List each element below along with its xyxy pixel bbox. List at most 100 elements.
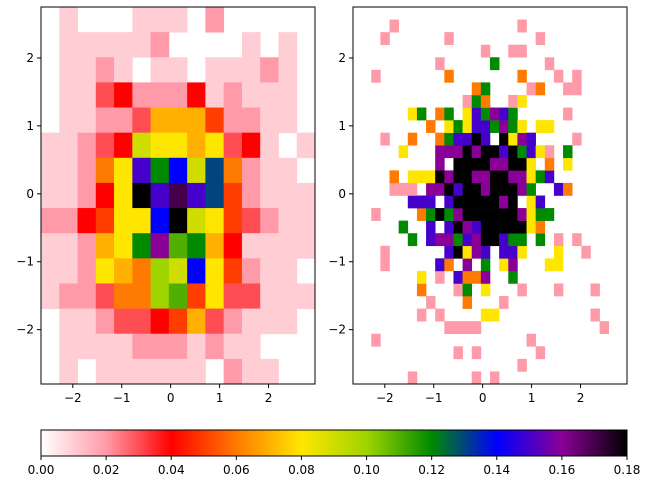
heatmap-cell [471,157,482,171]
heatmap-cell [132,233,151,259]
heatmap-cell [223,333,243,360]
x-tick-label: −1 [425,391,443,405]
heatmap-cell [132,82,151,108]
heatmap-cell [462,245,473,259]
heatmap-cell [114,157,133,184]
heatmap-cell [490,145,500,159]
heatmap-cell [205,233,225,259]
heatmap-cell [480,157,491,171]
heatmap-cell [480,195,491,209]
heatmap-cell [572,82,582,96]
heatmap-cell [260,157,279,184]
heatmap-cell [407,182,418,196]
heatmap-cell [168,283,188,309]
heatmap-cell [389,19,399,33]
heatmap-cell [553,245,564,259]
x-tick-label: 2 [577,391,585,405]
heatmap-cell [444,220,454,234]
heatmap-cell [490,120,500,133]
heatmap-cell [389,182,399,196]
heatmap-cell [526,208,536,221]
y-tick-label: 0 [26,187,34,201]
left-heatmap-cells [41,7,315,384]
heatmap-cell [187,132,206,159]
heatmap-cell [241,358,261,384]
heatmap-cell [572,233,582,247]
left-y-ticks: −2 −1 0 1 2 [16,51,41,337]
heatmap-cell [499,170,509,184]
heatmap-cell [95,107,115,134]
heatmap-cell [471,233,482,247]
heatmap-cell [517,145,527,159]
heatmap-cell [260,82,279,108]
heatmap-cell [241,233,261,259]
heatmap-cell [296,132,315,159]
heatmap-cell [59,182,78,209]
heatmap-cell [517,358,527,372]
heatmap-cell [526,195,536,209]
heatmap-cell [553,283,564,297]
heatmap-cell [398,220,409,234]
heatmap-cell [435,233,445,247]
y-tick-label: 2 [26,51,34,65]
heatmap-cell [435,107,445,121]
colorbar-gradient [40,429,628,457]
heatmap-cell [435,132,445,146]
heatmap-cell [150,107,170,134]
heatmap-cell [553,233,564,247]
heatmap-cell [205,57,225,83]
heatmap-cell [462,270,473,284]
heatmap-cell [132,258,151,284]
heatmap-cell [480,208,491,221]
heatmap-cell [223,208,243,234]
heatmap-cell [480,132,491,146]
colorbar-tick-label: 0.06 [223,463,250,477]
heatmap-cell [471,195,482,209]
heatmap-cell [205,7,225,33]
heatmap-cell [490,57,500,71]
heatmap-cell [426,170,436,184]
heatmap-cell [205,182,225,209]
heatmap-cell [95,358,115,384]
heatmap-cell [260,258,279,284]
heatmap-cell [453,208,463,221]
heatmap-cell [278,157,298,184]
heatmap-cell [453,132,463,146]
heatmap-cell [517,245,527,259]
heatmap-cell [499,208,509,221]
heatmap-cell [462,220,473,234]
heatmap-cell [380,245,390,259]
heatmap-cell [398,182,409,196]
heatmap-cell [490,157,500,171]
heatmap-cell [480,245,491,259]
heatmap-cell [205,333,225,360]
heatmap-cell [508,233,518,247]
heatmap-cell [150,258,170,284]
heatmap-cell [260,182,279,209]
heatmap-cell [453,145,463,159]
heatmap-cell [59,208,78,234]
heatmap-cell [471,270,482,284]
heatmap-cell [517,170,527,184]
heatmap-cell [453,157,463,171]
heatmap-cell [241,258,261,284]
heatmap-cell [77,308,97,335]
heatmap-cell [462,208,473,221]
colorbar: 0.00 0.02 0.04 0.06 0.08 0.10 0.12 0.14 0.16 0.18 [28,429,640,477]
heatmap-cell [241,208,261,234]
heatmap-cell [553,182,564,196]
heatmap-cell [278,32,298,58]
heatmap-cell [435,157,445,171]
heatmap-cell [526,220,536,234]
heatmap-cell [59,157,78,184]
heatmap-cell [371,208,381,221]
heatmap-cell [205,308,225,335]
y-tick-label: −1 [328,255,346,269]
heatmap-cell [168,308,188,335]
heatmap-cell [490,208,500,221]
heatmap-cell [480,283,491,297]
heatmap-cell [223,82,243,108]
heatmap-cell [444,195,454,209]
heatmap-cell [453,170,463,184]
heatmap-cell [114,283,133,309]
